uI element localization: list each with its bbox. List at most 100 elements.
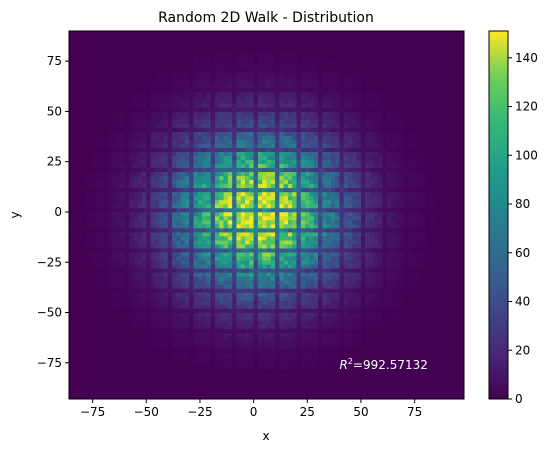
heatmap-cell bbox=[111, 244, 117, 249]
heatmap-cell bbox=[176, 312, 181, 317]
heatmap-cell bbox=[391, 195, 396, 201]
heatmap-cell bbox=[176, 91, 181, 96]
heatmap-cell bbox=[236, 360, 242, 366]
heatmap-cell bbox=[369, 244, 375, 249]
heatmap-cell bbox=[240, 232, 246, 237]
heatmap-cell bbox=[257, 296, 263, 301]
heatmap-cell bbox=[399, 199, 405, 205]
heatmap-cell bbox=[270, 312, 276, 317]
heatmap-cell bbox=[352, 207, 357, 213]
heatmap-cell bbox=[378, 304, 383, 309]
heatmap-cell bbox=[193, 264, 199, 269]
heatmap-cell bbox=[292, 91, 297, 96]
heatmap-cell bbox=[107, 248, 113, 253]
heatmap-cell bbox=[262, 320, 267, 325]
heatmap-cell bbox=[305, 248, 310, 253]
heatmap-cell bbox=[275, 67, 280, 72]
heatmap-cell bbox=[412, 228, 418, 233]
heatmap-cell bbox=[343, 296, 349, 301]
heatmap-cell bbox=[369, 284, 375, 289]
heatmap-cell bbox=[403, 276, 409, 281]
heatmap-cell bbox=[318, 336, 323, 341]
heatmap-cell bbox=[330, 240, 336, 245]
heatmap-cell bbox=[159, 91, 164, 96]
heatmap-cell bbox=[399, 147, 405, 152]
heatmap-cell bbox=[292, 115, 297, 120]
heatmap-cell bbox=[180, 111, 186, 116]
heatmap-cell bbox=[279, 252, 284, 257]
heatmap-cell bbox=[395, 276, 400, 281]
heatmap-cell bbox=[395, 272, 400, 277]
heatmap-cell bbox=[219, 344, 224, 350]
heatmap-cell bbox=[172, 332, 177, 337]
heatmap-cell bbox=[309, 356, 315, 362]
heatmap-cell bbox=[184, 320, 190, 325]
heatmap-cell bbox=[300, 260, 306, 265]
heatmap-cell bbox=[150, 256, 156, 261]
heatmap-cell bbox=[403, 252, 409, 257]
heatmap-cell bbox=[305, 264, 310, 269]
heatmap-cell bbox=[167, 175, 173, 181]
heatmap-cell bbox=[352, 332, 357, 337]
heatmap-cell bbox=[318, 292, 323, 297]
heatmap-cell bbox=[408, 244, 413, 249]
heatmap-cell bbox=[300, 99, 306, 104]
heatmap-cell bbox=[202, 115, 207, 120]
heatmap-cell bbox=[348, 304, 353, 309]
heatmap-cell bbox=[279, 179, 284, 185]
heatmap-cell bbox=[257, 216, 263, 221]
heatmap-cell bbox=[343, 139, 349, 144]
heatmap-cell bbox=[141, 167, 147, 173]
heatmap-cell bbox=[107, 203, 113, 209]
heatmap-cell bbox=[111, 296, 117, 301]
heatmap-cell bbox=[266, 127, 272, 132]
heatmap-cell bbox=[180, 220, 186, 225]
heatmap-cell bbox=[352, 272, 357, 277]
heatmap-cell bbox=[124, 155, 130, 160]
heatmap-cell bbox=[189, 119, 194, 124]
heatmap-cell bbox=[322, 352, 327, 358]
heatmap-cell bbox=[133, 135, 138, 140]
heatmap-cell bbox=[111, 220, 117, 225]
heatmap-cell bbox=[193, 304, 199, 309]
heatmap-cell bbox=[275, 191, 280, 197]
heatmap-cell bbox=[146, 244, 151, 249]
heatmap-cell bbox=[159, 151, 164, 156]
heatmap-cell bbox=[206, 151, 211, 156]
heatmap-cell bbox=[180, 195, 186, 201]
heatmap-cell bbox=[257, 87, 263, 92]
heatmap-cell bbox=[330, 135, 336, 140]
heatmap-cell bbox=[262, 344, 267, 350]
heatmap-cell bbox=[120, 143, 126, 148]
heatmap-cell bbox=[283, 91, 289, 96]
heatmap-cell bbox=[99, 199, 104, 205]
heatmap-cell bbox=[107, 123, 113, 128]
heatmap-cell bbox=[245, 171, 250, 177]
heatmap-cell bbox=[163, 304, 169, 309]
heatmap-cell bbox=[378, 252, 383, 257]
heatmap-cell bbox=[266, 95, 272, 100]
heatmap-cell bbox=[287, 228, 293, 233]
heatmap-cell bbox=[214, 352, 220, 358]
heatmap-cell bbox=[180, 87, 186, 92]
heatmap-cell bbox=[129, 171, 134, 177]
heatmap-cell bbox=[210, 211, 216, 217]
heatmap-cell bbox=[287, 240, 293, 245]
heatmap-cell bbox=[90, 179, 96, 185]
heatmap-cell bbox=[193, 123, 199, 128]
heatmap-cell bbox=[107, 228, 113, 233]
heatmap-cell bbox=[120, 139, 126, 144]
heatmap-cell bbox=[326, 103, 332, 108]
heatmap-cell bbox=[283, 260, 289, 265]
heatmap-cell bbox=[232, 91, 237, 96]
heatmap-cell bbox=[172, 119, 177, 124]
heatmap-cell bbox=[245, 107, 250, 112]
heatmap-cell bbox=[270, 167, 276, 173]
heatmap-cell bbox=[391, 224, 396, 229]
heatmap-cell bbox=[219, 207, 224, 213]
heatmap-cell bbox=[150, 220, 156, 225]
heatmap-cell bbox=[326, 107, 332, 112]
heatmap-cell bbox=[129, 127, 134, 132]
heatmap-cell bbox=[146, 236, 151, 241]
heatmap-cell bbox=[214, 87, 220, 92]
